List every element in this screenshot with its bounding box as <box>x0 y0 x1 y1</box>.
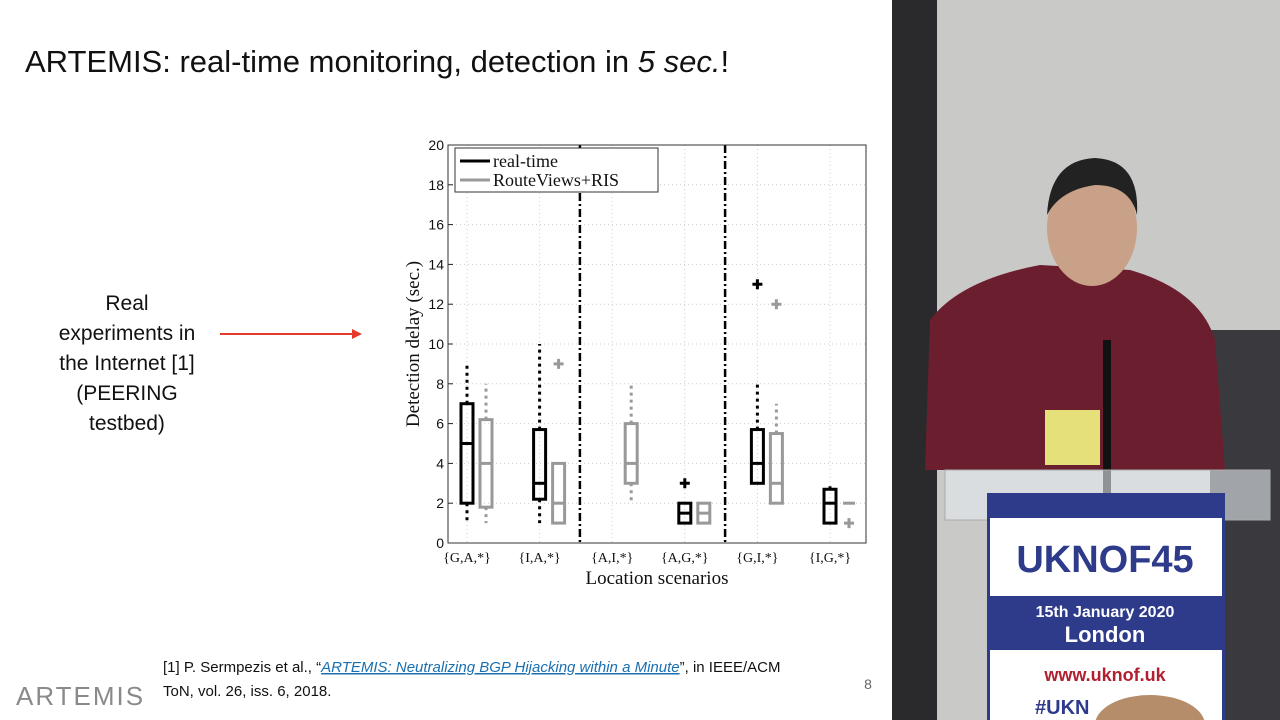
y-tick-label: 8 <box>436 376 444 392</box>
x-tick-label: {I,G,*} <box>809 551 851 566</box>
event-hashtag: #UKN <box>1035 697 1089 719</box>
side-note: the Internet [1] <box>59 352 194 375</box>
outlier <box>553 358 564 369</box>
arrow-head <box>352 329 362 339</box>
reference-text: ToN, vol. 26, iss. 6, 2018. <box>163 683 331 700</box>
microphone <box>1103 340 1111 500</box>
x-axis-label: Location scenarios <box>586 568 729 589</box>
box <box>822 487 838 525</box>
speaker-shirt <box>925 265 1225 470</box>
box <box>459 402 475 505</box>
y-tick-label: 0 <box>436 535 444 551</box>
event-city: London <box>1065 622 1146 647</box>
side-note: Real <box>105 292 148 315</box>
reference-text: ”, in IEEE/ACM <box>680 659 781 676</box>
slide <box>0 0 892 720</box>
side-note: testbed) <box>89 412 165 435</box>
y-tick-label: 4 <box>436 455 444 471</box>
slide-title: ARTEMIS: real-time monitoring, detection… <box>25 44 729 79</box>
y-tick-label: 14 <box>428 256 444 272</box>
x-tick-label: {G,I,*} <box>736 551 778 566</box>
outlier <box>679 478 690 489</box>
logo: ARTEMIS <box>16 681 145 711</box>
y-tick-label: 18 <box>428 177 444 193</box>
reference: [1] P. Sermpezis et al., “ARTEMIS: Neutr… <box>163 659 780 676</box>
legend-label: real-time <box>493 151 558 171</box>
reference-text: [1] P. Sermpezis et al., “ <box>163 659 321 676</box>
box <box>532 428 548 501</box>
speaker-hair <box>1047 158 1138 215</box>
podium-logo-box <box>990 518 1222 596</box>
y-axis-label: Detection delay (sec.) <box>403 261 424 427</box>
legend-box <box>454 147 659 193</box>
y-tick-label: 20 <box>428 137 444 153</box>
x-tick-label: {A,G,*} <box>661 551 709 566</box>
outlier <box>844 518 854 529</box>
side-note: experiments in <box>59 322 196 345</box>
event-name: UKNOF45 <box>1016 539 1193 581</box>
y-tick-label: 16 <box>428 217 444 233</box>
title-text: ! <box>721 44 730 79</box>
legend-label: RouteViews+RIS <box>493 170 619 190</box>
page-number: 8 <box>864 676 872 692</box>
outlier <box>771 299 782 310</box>
title-text: ARTEMIS: real-time monitoring, detection… <box>25 44 638 79</box>
outlier <box>752 279 763 290</box>
x-tick-label: {G,A,*} <box>443 551 491 566</box>
plot-frame <box>447 144 867 544</box>
reference-link[interactable]: ARTEMIS: Neutralizing BGP Hijacking with… <box>320 659 679 676</box>
y-tick-label: 10 <box>428 336 444 352</box>
y-tick-label: 2 <box>436 495 444 511</box>
x-tick-label: {A,I,*} <box>591 551 633 566</box>
audience-head <box>1095 695 1205 720</box>
box <box>551 461 567 525</box>
y-tick-label: 12 <box>428 296 444 312</box>
y-tick-label: 6 <box>436 416 444 432</box>
title-emphasis: 5 sec. <box>638 44 721 79</box>
side-note: (PEERING <box>76 382 178 405</box>
x-tick-label: {I,A,*} <box>518 551 560 566</box>
event-date: 15th January 2020 <box>1036 604 1175 621</box>
box <box>768 432 784 505</box>
box <box>623 422 639 485</box>
speaker-head <box>1047 170 1137 286</box>
badge <box>1045 410 1100 465</box>
box <box>749 428 765 485</box>
event-url: www.uknof.uk <box>1043 665 1166 685</box>
